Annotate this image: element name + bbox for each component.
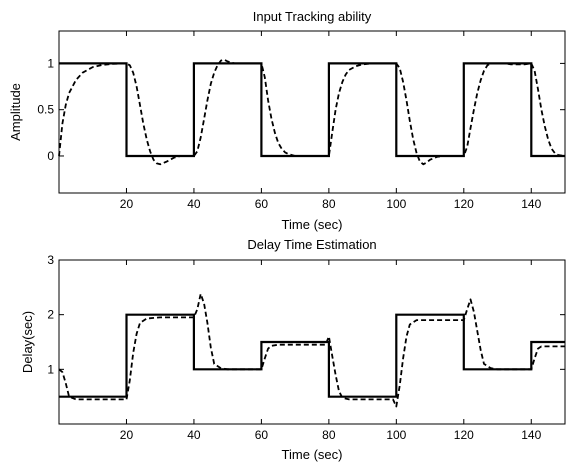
chart-input-tracking: Input Tracking ability 20 40 60 80 100 120 140…: [8, 9, 566, 232]
x-tick-label: 140: [521, 428, 541, 442]
y-tick-label: 3: [47, 253, 54, 267]
y-axis-label: Amplitude: [8, 83, 23, 141]
y-tick-label: 1: [47, 56, 54, 70]
x-axis-label: Time (sec): [282, 217, 343, 232]
series-group: [58, 292, 565, 408]
x-tick-label: 20: [120, 197, 134, 211]
chart-title: Input Tracking ability: [253, 9, 372, 24]
series-line-dashed: [58, 58, 566, 166]
x-tick-label: 100: [386, 428, 406, 442]
x-tick-label: 40: [187, 197, 201, 211]
series-line-dashed: [58, 292, 565, 408]
x-tick-label: 120: [454, 197, 474, 211]
y-tick-label: 2: [47, 308, 54, 322]
chart-delay-estimation: Delay Time Estimation 20 40 60 80 100 120 140 1…: [20, 237, 566, 462]
series-line-solid: [59, 62, 565, 158]
series-group: [58, 58, 566, 166]
x-tick-label: 20: [120, 428, 134, 442]
plot-frame: [58, 30, 566, 194]
x-tick-label: 120: [454, 428, 474, 442]
y-tick-label: 1: [47, 362, 54, 376]
x-tick-label: 80: [322, 197, 336, 211]
y-tick-label: 0: [47, 149, 54, 163]
x-tick-label: 100: [386, 197, 406, 211]
tick-group: 20 40 60 80 100 120 140 1 2 3: [47, 253, 565, 442]
y-axis-label: Delay(sec): [20, 311, 35, 373]
y-tick-label: 0.5: [37, 103, 54, 117]
tick-group: 20 40 60 80 100 120 140 0 0.5 1: [37, 31, 565, 211]
x-tick-label: 60: [255, 197, 269, 211]
x-axis-label: Time (sec): [282, 447, 343, 462]
chart-title: Delay Time Estimation: [247, 237, 376, 252]
x-tick-label: 140: [521, 197, 541, 211]
x-tick-label: 60: [255, 428, 269, 442]
x-tick-label: 40: [187, 428, 201, 442]
x-tick-label: 80: [322, 428, 336, 442]
